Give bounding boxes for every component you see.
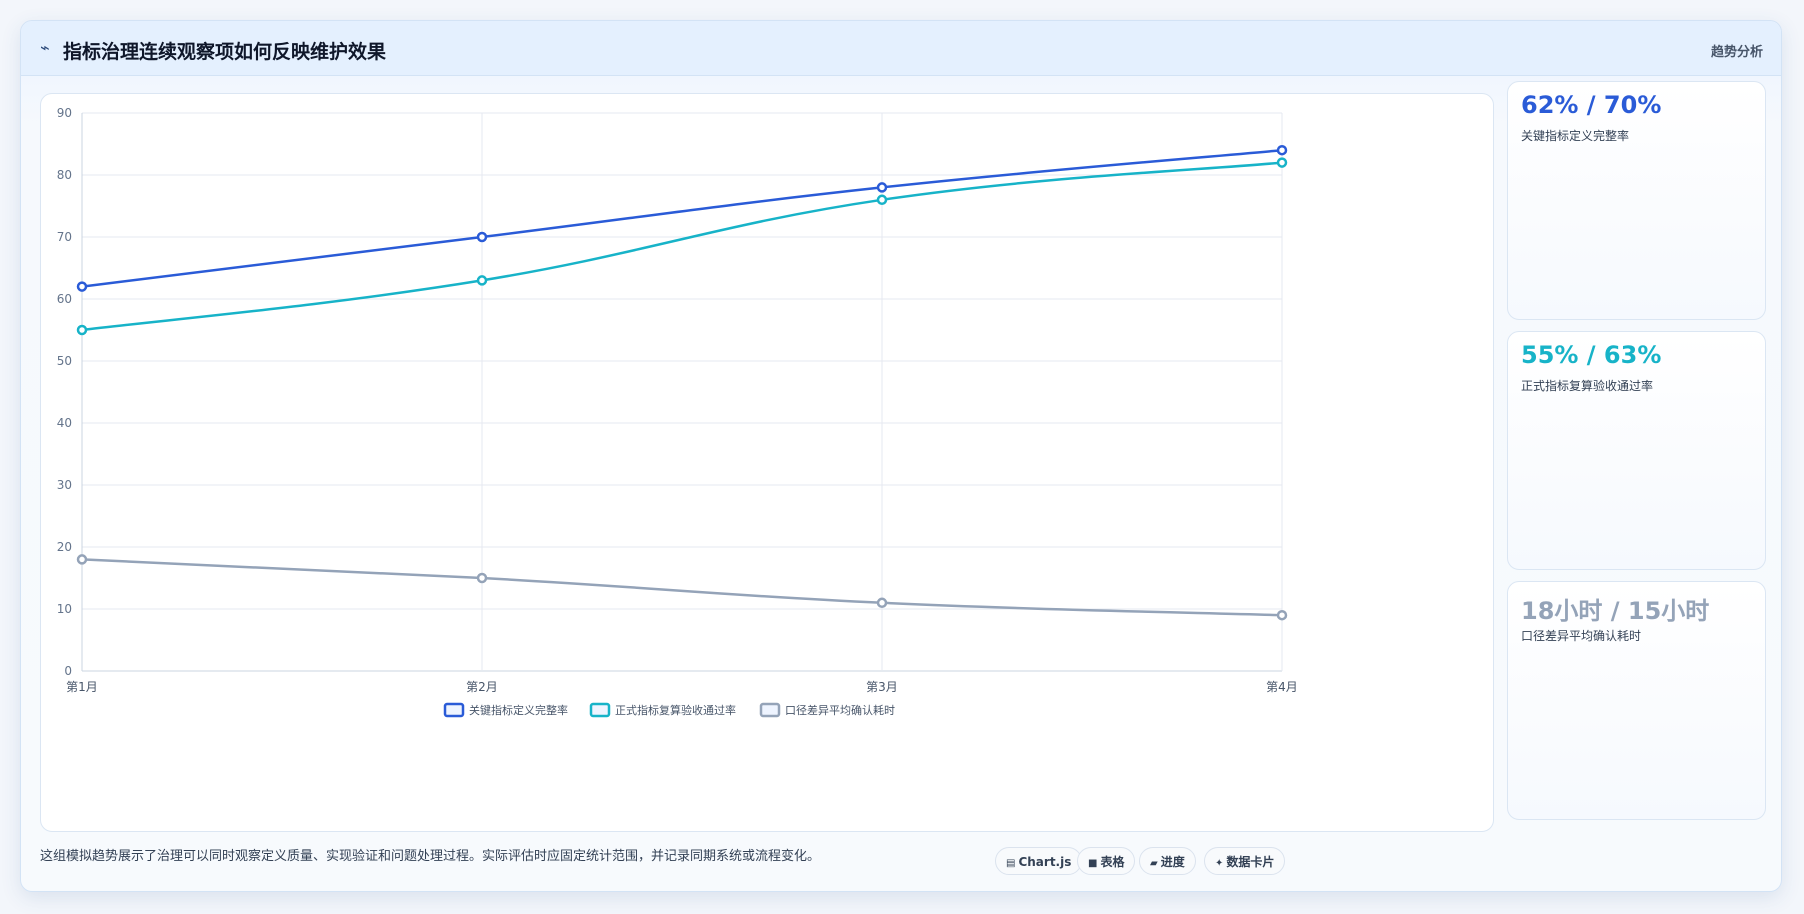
x-tick-label: 第4月: [1266, 680, 1298, 694]
table-icon: ■: [1088, 858, 1098, 869]
y-tick-label: 90: [57, 106, 72, 120]
card-header: ⌁ 指标治理连续观察项如何反映维护效果 趋势分析: [21, 21, 1781, 76]
data-card-icon: ✦: [1215, 858, 1224, 869]
y-tick-label: 60: [57, 292, 72, 306]
y-tick-label: 0: [64, 664, 72, 678]
chartjs-pill[interactable]: ▤ Chart.js: [995, 847, 1083, 875]
series-line-1: [81, 148, 1283, 288]
stat-label: 正式指标复算验收通过率: [1521, 379, 1654, 393]
legend-swatch-3: [759, 702, 781, 718]
line-chart-panel: 0 10 20 30 40 50 60 70 80 90 第1月 第2月 第3月 第4月关键指标定义完整率…: [40, 93, 1494, 832]
data-point-series-2: [876, 194, 888, 206]
data-point-series-3: [876, 597, 888, 609]
data-point-series-3: [476, 572, 488, 584]
series-line-3: [81, 558, 1283, 617]
data-card-pill[interactable]: ✦ 数据卡片: [1204, 847, 1286, 875]
pill-label: 表格: [1100, 855, 1125, 869]
footer-description: 这组模拟趋势展示了治理可以同时观察定义质量、实现验证和问题处理过程。实际评估时应…: [40, 849, 821, 864]
legend-label-1: 关键指标定义完整率: [469, 703, 568, 717]
progress-icon: ▰: [1150, 858, 1158, 869]
data-point-series-2: [1276, 157, 1288, 168]
data-point-series-2: [476, 275, 488, 286]
y-tick-label: 10: [57, 602, 72, 616]
stat-value: 62% / 70%: [1521, 91, 1662, 119]
data-point-series-3: [1276, 609, 1288, 621]
legend-swatch-2: [589, 702, 611, 718]
table-pill[interactable]: ■ 表格: [1077, 847, 1136, 875]
trend-line-icon: ⌁: [40, 38, 50, 57]
x-tick-label: 第1月: [66, 680, 98, 694]
data-point-series-3: [76, 554, 88, 565]
progress-pill[interactable]: ▰ 进度: [1139, 847, 1196, 875]
pill-label: Chart.js: [1018, 855, 1072, 869]
y-tick-label: 40: [57, 416, 72, 430]
y-tick-label: 80: [57, 168, 72, 182]
legend-label-3: 口径差异平均确认耗时: [785, 703, 895, 717]
y-tick-label: 50: [57, 354, 72, 368]
data-point-series-1: [76, 281, 88, 292]
trend-analysis-card: ⌁ 指标治理连续观察项如何反映维护效果 趋势分析 0 10 20 30 40 50 60 70…: [20, 20, 1782, 892]
x-tick-label: 第3月: [866, 680, 898, 694]
stat-value: 55% / 63%: [1521, 341, 1662, 369]
trend-analysis-tag: 趋势分析: [1710, 45, 1763, 60]
stat-label: 关键指标定义完整率: [1521, 129, 1630, 143]
legend-label-2: 正式指标复算验收通过率: [615, 703, 736, 717]
y-tick-label: 30: [57, 478, 72, 492]
line-chart: 0 10 20 30 40 50 60 70 80 90 第1月 第2月 第3月 第4月关键指标定义完整率…: [57, 106, 1298, 718]
y-tick-label: 20: [57, 540, 72, 554]
x-tick-label: 第2月: [466, 680, 498, 694]
chart-icon: ▤: [1006, 858, 1016, 869]
series-line-2: [81, 161, 1283, 332]
stat-value: 18小时 / 15小时: [1521, 597, 1710, 625]
stat-card-recompute-pass-rate: 55% / 63% 正式指标复算验收通过率: [1507, 331, 1766, 570]
data-point-series-2: [76, 324, 88, 336]
y-tick-label: 70: [57, 230, 72, 244]
data-point-series-1: [1276, 144, 1288, 156]
data-point-series-1: [876, 182, 888, 193]
stat-card-confirmation-time: 18小时 / 15小时 口径差异平均确认耗时: [1507, 581, 1766, 820]
data-point-series-1: [476, 231, 488, 243]
stat-label: 口径差异平均确认耗时: [1521, 629, 1642, 643]
legend-swatch-1: [443, 702, 465, 718]
page-title: 指标治理连续观察项如何反映维护效果: [63, 41, 387, 63]
pill-label: 进度: [1160, 855, 1185, 869]
pill-label: 数据卡片: [1226, 855, 1275, 869]
stat-card-definition-completeness: 62% / 70% 关键指标定义完整率: [1507, 81, 1766, 320]
